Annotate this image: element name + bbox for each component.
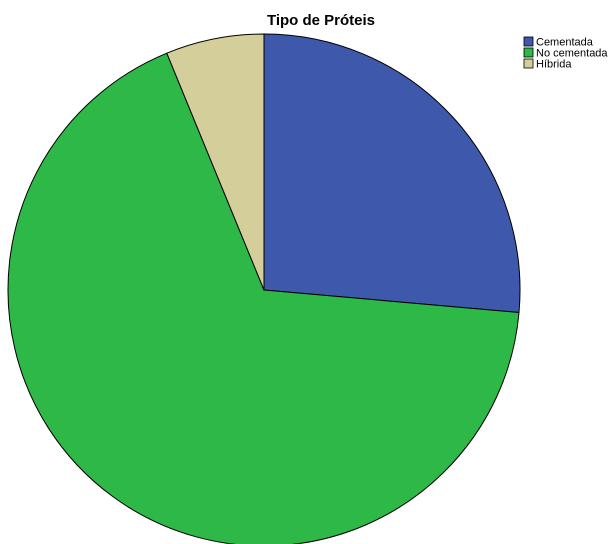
legend-label: Híbrida bbox=[536, 59, 572, 71]
legend-swatch bbox=[523, 47, 534, 58]
pie-slice-híbrida bbox=[166, 33, 265, 291]
pie-slices bbox=[7, 33, 521, 544]
legend-swatch bbox=[523, 36, 534, 47]
legend-label: Cementada bbox=[536, 37, 594, 49]
pie-slice-cementada bbox=[263, 33, 521, 313]
legend-swatch bbox=[523, 58, 534, 69]
legend-label: No cementada bbox=[536, 48, 608, 60]
chart-title: Tipo de Próteis bbox=[267, 12, 375, 29]
pie-slice-no-cementada bbox=[7, 52, 520, 544]
